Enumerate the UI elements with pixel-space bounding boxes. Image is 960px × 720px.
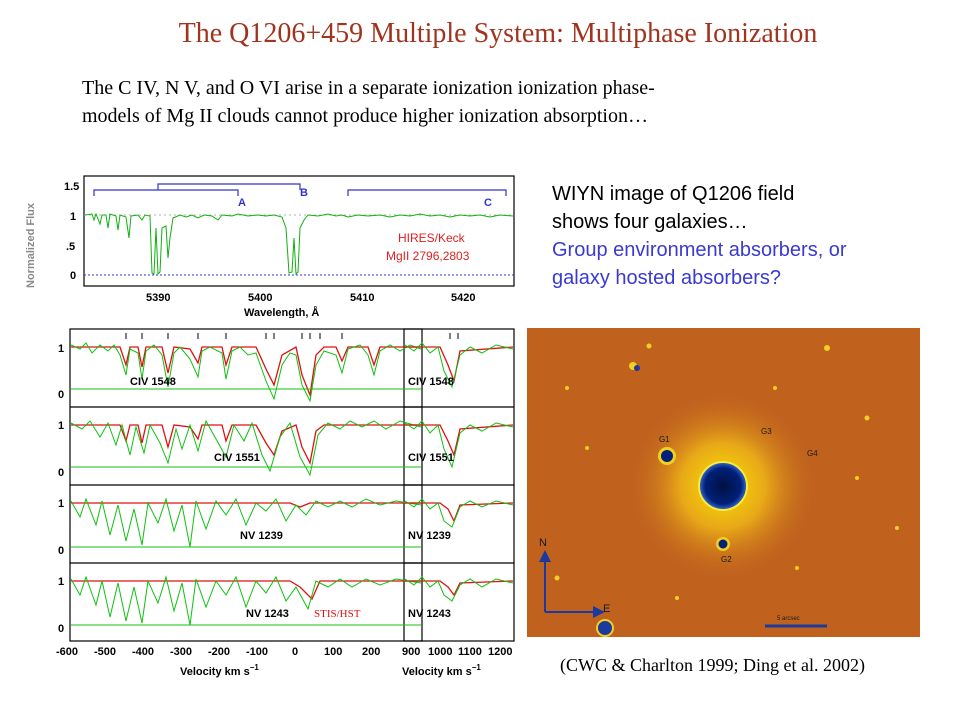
spectrum-xtick-2: 5400	[248, 292, 272, 304]
spectrum-xtick-4: 5420	[451, 292, 475, 304]
vp-ytick-1a: 1	[58, 343, 64, 355]
vp-xtick-r3: 1100	[458, 646, 482, 658]
panel-label-right-civ1548: CIV 1548	[408, 376, 454, 388]
scale-bar-label: 5 arcsec	[777, 616, 800, 622]
intro-line-2: models of Mg II clouds cannot produce hi…	[82, 105, 648, 127]
spectrum-ytick-1: 1.5	[64, 181, 79, 193]
bracket-c	[347, 189, 507, 196]
data-nv1239	[70, 497, 422, 548]
wiyn-line-2: shows four galaxies…	[552, 211, 748, 233]
vp-xtick-l2: -500	[94, 646, 116, 658]
velocity-stack-plot: 1 0 1 0 1 0 1 0 CIV 1548 CIV 1551 NV 123…	[56, 328, 515, 678]
intro-line-1: The C IV, N V, and O VI arise in a separ…	[82, 77, 655, 99]
vp-xtick-l6: -100	[246, 646, 268, 658]
field-stars	[554, 343, 899, 600]
vp-ytick-0c: 0	[58, 545, 64, 557]
wiyn-question-2: galaxy hosted absorbers?	[552, 267, 782, 289]
spectrum-xtick-3: 5410	[350, 292, 374, 304]
vp-xtick-l9: 200	[362, 646, 380, 658]
mgii-spectrum-plot: Normalized Flux 1.5 1 .5 0 5390 5400 541…	[25, 175, 515, 318]
vp-xtick-r1: 900	[402, 646, 420, 658]
galaxy-g2	[718, 539, 728, 549]
vp-xlabel-left: Velocity km s−1	[180, 663, 259, 678]
spectrum-ytick-2: 1	[70, 211, 76, 223]
panel-label-civ1551: CIV 1551	[214, 452, 260, 464]
label-g3: G3	[761, 427, 772, 436]
mgii-spectrum-trace	[84, 212, 514, 276]
galaxy-g1	[661, 450, 673, 462]
vp-xtick-l3: -400	[132, 646, 154, 658]
label-g4: G4	[807, 449, 818, 458]
spectrum-ylabel: Normalized Flux	[25, 202, 37, 288]
intro-text: The C IV, N V, and O VI arise in a separ…	[82, 74, 882, 130]
wiyn-description: WIYN image of Q1206 field shows four gal…	[552, 180, 952, 292]
model-nv1239	[71, 502, 421, 508]
panel-label-right-civ1551: CIV 1551	[408, 452, 454, 464]
vp-xtick-l1: -600	[56, 646, 78, 658]
slide-title: The Q1206+459 Multiple System: Multiphas…	[178, 18, 818, 49]
vp-ytick-1d: 1	[58, 576, 64, 588]
panel-label-right-nv1243: NV 1243	[408, 608, 451, 620]
panel-label-nv1239: NV 1239	[240, 530, 283, 542]
label-g2: G2	[721, 555, 732, 564]
bracket-a	[93, 189, 239, 196]
vp-xtick-r2: 1000	[428, 646, 452, 658]
model-civ1551	[71, 424, 421, 466]
system-a-label: A	[238, 197, 246, 209]
data-civ1551	[70, 419, 422, 477]
vp-ytick-1c: 1	[58, 498, 64, 510]
citation: (CWC & Charlton 1999; Ding et al. 2002)	[560, 655, 865, 675]
panel-label-nv1243: NV 1243	[246, 608, 289, 620]
spectrum-xtick-1: 5390	[146, 292, 170, 304]
vp-ytick-0b: 0	[58, 467, 64, 479]
data-civ1548	[70, 342, 422, 403]
wiyn-galaxy-image: G1 G2 G3 G4 N E 5 arcsec	[527, 328, 920, 637]
compass-icon	[539, 550, 605, 618]
model-civ1548	[71, 345, 421, 398]
model-nv1243	[71, 580, 421, 601]
label-g1: G1	[659, 435, 670, 444]
panel-label-right-nv1239: NV 1239	[408, 530, 451, 542]
wiyn-question-1: Group environment absorbers, or	[552, 239, 847, 261]
vp-xtick-l5: -200	[208, 646, 230, 658]
spectrum-ytick-4: 0	[70, 270, 76, 282]
data-nv1243	[70, 575, 422, 626]
vp-ytick-0a: 0	[58, 389, 64, 401]
vp-xtick-l7: 0	[292, 646, 298, 658]
vp-ytick-1b: 1	[58, 420, 64, 432]
quasar-core	[698, 461, 748, 511]
spectrum-instrument: HIRES/Keck	[398, 231, 466, 245]
vp-xtick-l8: 100	[324, 646, 342, 658]
stis-label: STIS/HST	[314, 608, 361, 620]
vp-xtick-l4: -300	[170, 646, 192, 658]
east-label: E	[603, 603, 610, 615]
system-b-label: B	[300, 187, 308, 199]
spectrum-ytick-3: .5	[66, 241, 75, 253]
panel-label-civ1548: CIV 1548	[130, 376, 176, 388]
north-label: N	[539, 537, 547, 549]
bracket-b	[157, 183, 301, 190]
vp-xlabel-right: Velocity km s−1	[402, 663, 481, 678]
spectrum-line-id: MgII 2796,2803	[386, 249, 470, 263]
spectrum-xlabel: Wavelength, Å	[244, 306, 319, 318]
vp-xtick-r4: 1200	[488, 646, 512, 658]
wiyn-line-1: WIYN image of Q1206 field	[552, 183, 795, 205]
spectrum-frame	[83, 175, 515, 287]
system-c-label: C	[484, 197, 492, 209]
vp-ytick-0d: 0	[58, 623, 64, 635]
